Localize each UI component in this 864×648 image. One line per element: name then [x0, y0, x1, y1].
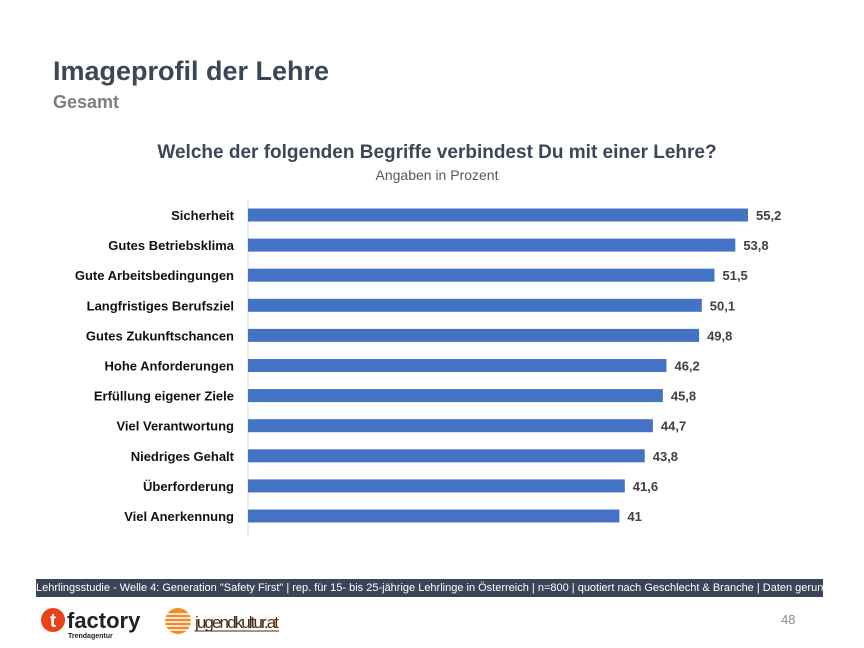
- chart-subtitle: Angaben in Prozent: [375, 167, 499, 183]
- svg-text:Trendagentur: Trendagentur: [68, 633, 113, 640]
- bar: [248, 419, 653, 433]
- chart-title: Welche der folgenden Begriffe verbindest…: [157, 142, 717, 163]
- bar: [248, 208, 748, 222]
- value-label: 41,6: [633, 479, 658, 494]
- page-number: 48: [781, 612, 796, 627]
- category-label: Gute Arbeitsbedingungen: [75, 268, 234, 283]
- value-label: 53,8: [743, 238, 768, 253]
- value-label: 49,8: [707, 328, 732, 343]
- jugendkultur-logo: jugendkultur.at: [165, 608, 279, 634]
- footer-note: Lehrlingsstudie - Welle 4: Generation "S…: [36, 579, 823, 597]
- bar: [248, 479, 625, 493]
- category-label: Gutes Betriebsklima: [108, 238, 234, 253]
- bar: [248, 268, 715, 282]
- value-label: 43,8: [653, 449, 678, 464]
- svg-text:factory: factory: [67, 608, 141, 633]
- bar: [248, 449, 645, 463]
- value-label: 51,5: [722, 268, 747, 283]
- category-label: Erfüllung eigener Ziele: [94, 389, 234, 404]
- bar: [248, 359, 667, 372]
- value-label: 41: [627, 509, 641, 524]
- category-label: Viel Verantwortung: [116, 419, 234, 434]
- category-label: Sicherheit: [171, 208, 235, 223]
- category-label: Langfristiges Berufsziel: [87, 298, 234, 313]
- category-label: Hohe Anforderungen: [104, 359, 234, 374]
- svg-text:t: t: [50, 611, 57, 632]
- category-label: Gutes Zukunftschancen: [86, 328, 234, 343]
- category-label: Viel Anerkennung: [124, 509, 234, 524]
- bar-chart: Sicherheit 55,2 Gutes Betriebsklima 53,8 Gut…: [75, 200, 781, 535]
- bar: [248, 328, 700, 342]
- bar: [248, 298, 702, 312]
- page-title: Imageprofil der Lehre: [53, 56, 330, 86]
- bar: [248, 509, 620, 523]
- value-label: 45,8: [671, 389, 696, 404]
- value-label: 50,1: [710, 298, 735, 313]
- tfactory-logo: t factory Trendagentur: [41, 608, 141, 640]
- value-label: 55,2: [756, 208, 781, 223]
- value-label: 44,7: [661, 419, 686, 434]
- svg-text:jugendkultur.at: jugendkultur.at: [194, 613, 279, 632]
- value-label: 46,2: [674, 359, 699, 374]
- category-label: Niedriges Gehalt: [131, 449, 235, 464]
- page-subtitle: Gesamt: [53, 92, 120, 112]
- category-label: Überforderung: [143, 479, 234, 494]
- bar: [248, 389, 663, 403]
- bar: [248, 238, 736, 252]
